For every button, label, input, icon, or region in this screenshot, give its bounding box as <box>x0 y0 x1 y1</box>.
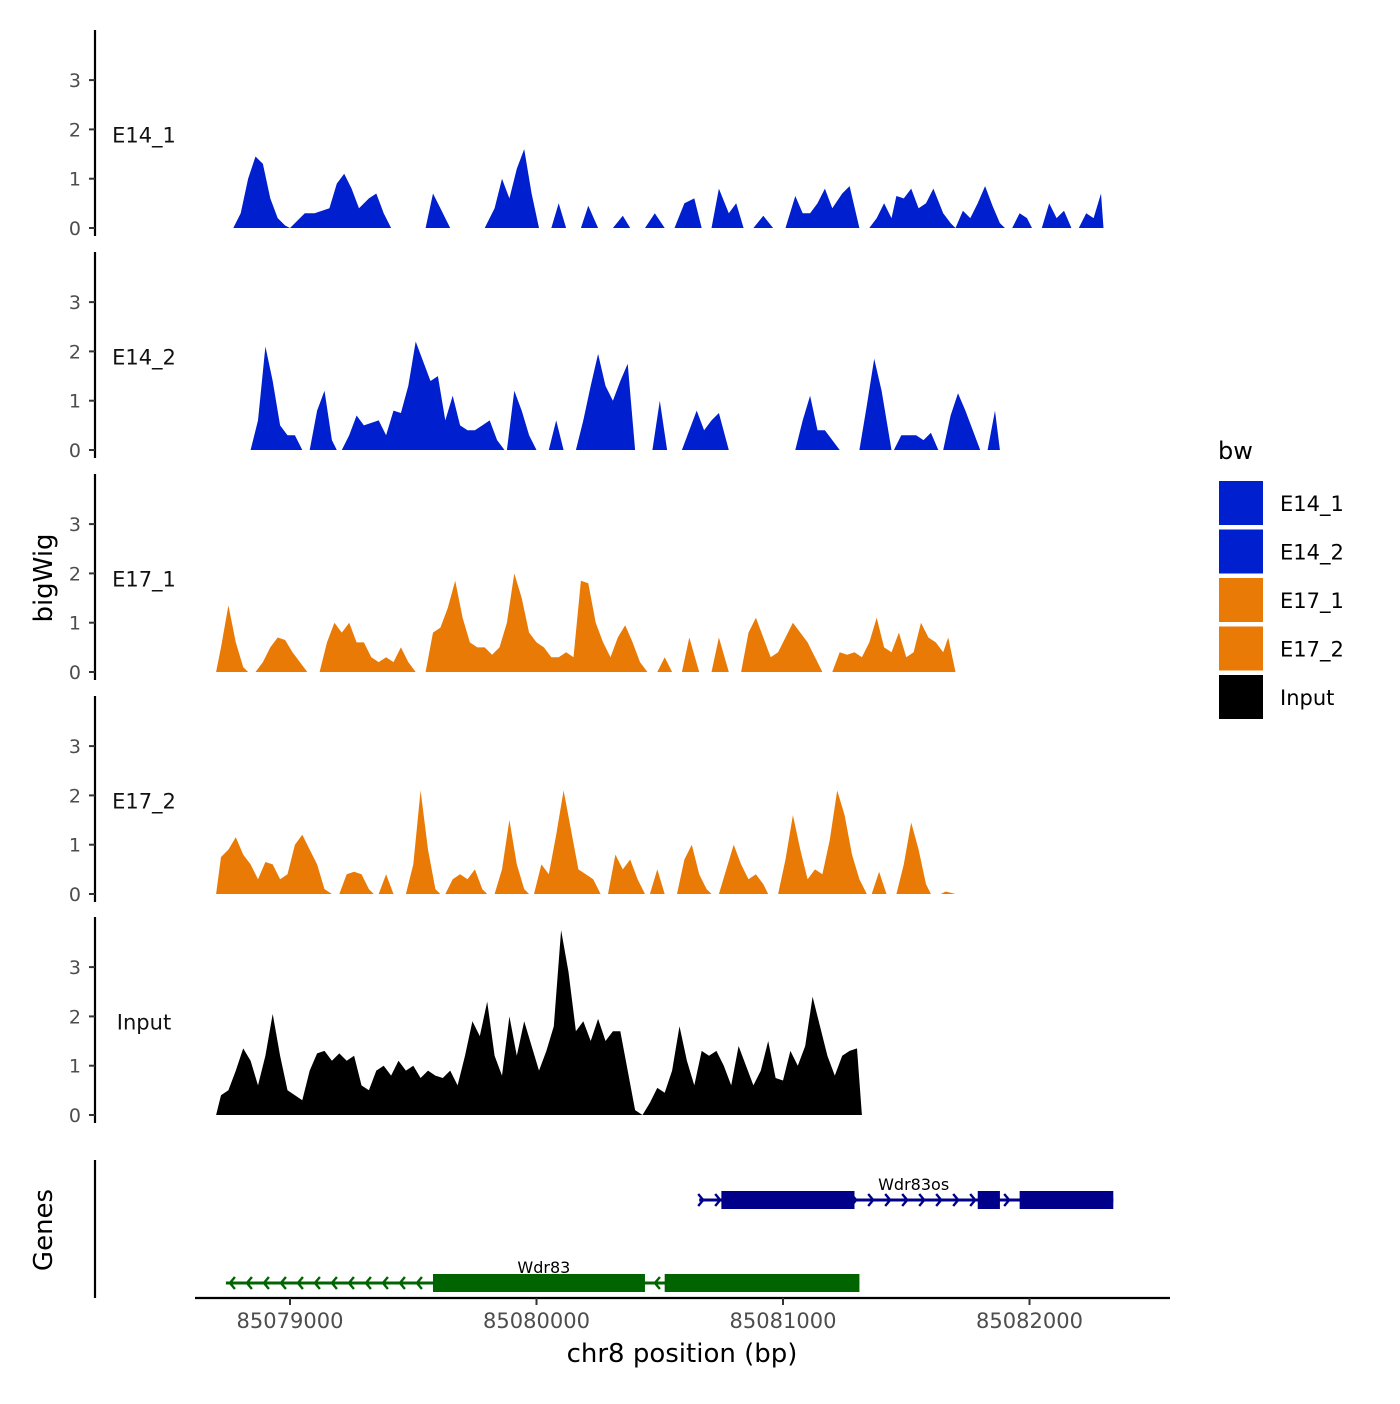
legend-swatch-E14_1 <box>1219 481 1263 525</box>
x-axis-title: chr8 position (bp) <box>567 1339 798 1369</box>
track-label: E17_1 <box>112 567 176 592</box>
y-tick-label: 2 <box>69 785 81 807</box>
x-axis: 85079000 85080000 85081000 85082000 <box>195 1296 1170 1333</box>
coverage-area-E14_2 <box>250 341 1000 450</box>
strand-arrow <box>262 1276 270 1290</box>
y-tick-label: 1 <box>69 169 81 191</box>
track-E14_2: 0 1 2 3 E14_2 <box>69 252 1000 462</box>
gene-Wdr83: Wdr83 <box>225 1258 860 1292</box>
track-E14_1: 0 1 2 3 E14_1 <box>69 30 1104 240</box>
y-tick-label: 1 <box>69 1056 81 1078</box>
y-tick-label: 1 <box>69 613 81 635</box>
gene-exon <box>664 1274 860 1292</box>
strand-arrow <box>228 1276 236 1290</box>
coverage-area-E17_2 <box>216 790 956 894</box>
gene-exon <box>1019 1191 1114 1209</box>
y-axis-title: bigWig <box>29 533 59 622</box>
y-tick-label: 3 <box>69 514 81 536</box>
x-tick-label: 85082000 <box>976 1309 1083 1333</box>
legend: bw E14_1 E14_2 E17_1 E17_2 Input <box>1218 437 1344 719</box>
gene-Wdr83os: Wdr83os <box>697 1175 1114 1209</box>
legend-label-E14_1: E14_1 <box>1280 492 1344 517</box>
strand-arrow <box>313 1276 321 1290</box>
strand-arrow <box>697 1193 705 1207</box>
strand-arrow <box>364 1276 372 1290</box>
legend-label-E17_2: E17_2 <box>1280 638 1344 663</box>
x-tick-label: 85079000 <box>237 1309 344 1333</box>
gene-exon <box>432 1274 645 1292</box>
strand-arrow <box>296 1276 304 1290</box>
track-Input: 0 1 2 3 Input <box>69 917 862 1127</box>
strand-arrow <box>415 1276 423 1290</box>
strand-arrow <box>901 1193 909 1207</box>
coverage-area-E14_1 <box>233 149 1104 228</box>
gene-exon <box>721 1191 855 1209</box>
y-tick-label: 2 <box>69 1006 81 1028</box>
legend-title: bw <box>1218 437 1253 465</box>
track-label: E14_1 <box>112 123 176 148</box>
strand-arrow <box>381 1276 389 1290</box>
y-tick-label: 0 <box>69 218 81 240</box>
y-tick-label: 1 <box>69 835 81 857</box>
gene-exon <box>977 1191 1000 1209</box>
strand-arrow <box>867 1193 875 1207</box>
legend-swatch-E17_2 <box>1219 626 1263 671</box>
strand-arrow <box>653 1276 661 1290</box>
legend-swatch-E14_2 <box>1219 529 1263 574</box>
genes-axis-title: Genes <box>29 1189 59 1271</box>
y-tick-label: 3 <box>69 292 81 314</box>
coverage-area-Input <box>216 930 862 1115</box>
track-label: Input <box>117 1010 171 1034</box>
y-tick-label: 0 <box>69 884 81 906</box>
legend-label-E17_1: E17_1 <box>1280 589 1344 614</box>
y-tick-label: 2 <box>69 119 81 141</box>
strand-arrow <box>1003 1193 1011 1207</box>
y-tick-label: 0 <box>69 1105 81 1127</box>
strand-arrow <box>918 1193 926 1207</box>
strand-arrow <box>969 1193 977 1207</box>
y-tick-label: 3 <box>69 957 81 979</box>
strand-arrow <box>952 1193 960 1207</box>
y-tick-label: 0 <box>69 662 81 684</box>
legend-label-E14_2: E14_2 <box>1280 541 1344 566</box>
coverage-area-E17_1 <box>216 573 956 672</box>
x-tick-label: 85080000 <box>483 1309 590 1333</box>
legend-swatch-Input <box>1219 675 1263 719</box>
x-tick-label: 85081000 <box>730 1309 837 1333</box>
strand-arrow <box>330 1276 338 1290</box>
strand-arrow <box>935 1193 943 1207</box>
legend-swatch-E17_1 <box>1219 578 1263 622</box>
track-E17_1: 0 1 2 3 E17_1 <box>69 474 956 684</box>
gene-name-label: Wdr83 <box>517 1258 570 1277</box>
y-tick-label: 3 <box>69 736 81 758</box>
gene-track: Wdr83os Wdr83 <box>93 1160 1114 1298</box>
y-tick-label: 3 <box>69 70 81 92</box>
y-tick-label: 2 <box>69 341 81 363</box>
strand-arrow <box>245 1276 253 1290</box>
strand-arrow <box>884 1193 892 1207</box>
y-tick-label: 0 <box>69 440 81 462</box>
gene-name-label: Wdr83os <box>878 1175 949 1194</box>
legend-label-Input: Input <box>1280 686 1334 710</box>
y-tick-label: 1 <box>69 391 81 413</box>
strand-arrow <box>714 1193 722 1207</box>
track-E17_2: 0 1 2 3 E17_2 <box>69 696 956 906</box>
coverage-tracks: 0 1 2 3 E14_1 0 1 2 3 E14_2 0 1 2 3 E17_1 0 1 2 3 E17_2 0 1 2 3… <box>69 30 1104 1127</box>
strand-arrow <box>279 1276 287 1290</box>
strand-arrow <box>347 1276 355 1290</box>
y-tick-label: 2 <box>69 563 81 585</box>
track-label: E17_2 <box>112 789 176 814</box>
strand-arrow <box>398 1276 406 1290</box>
track-label: E14_2 <box>112 345 176 370</box>
